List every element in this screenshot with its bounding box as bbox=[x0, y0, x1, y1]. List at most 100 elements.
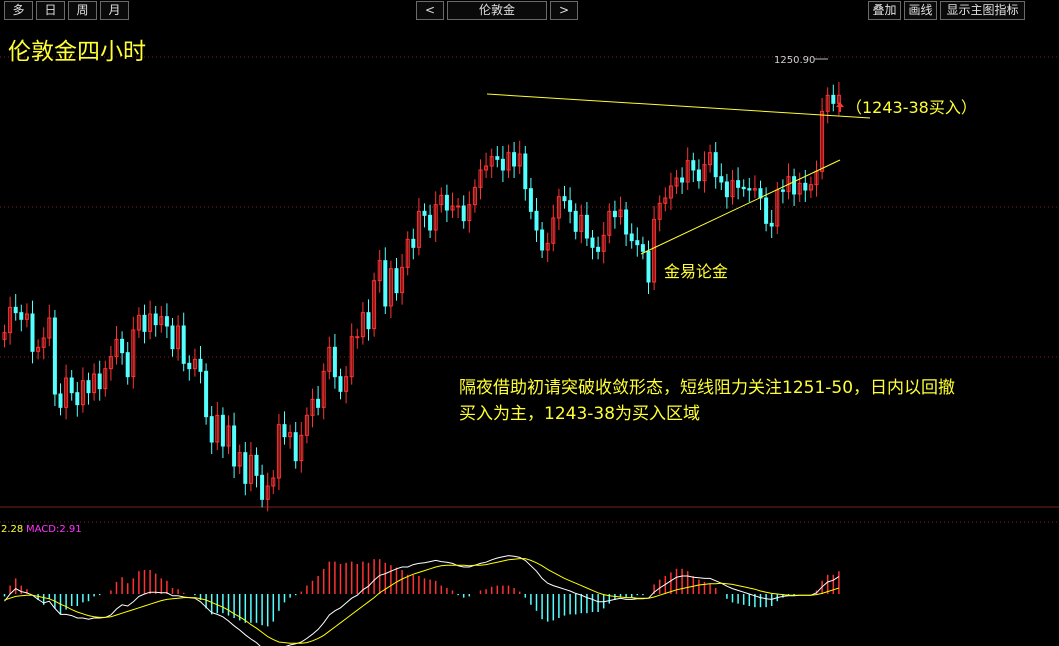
candle-body bbox=[338, 376, 343, 392]
trendlines bbox=[486, 58, 871, 255]
candle-body bbox=[584, 214, 589, 239]
draw-line-button[interactable]: 画线 bbox=[904, 1, 937, 20]
candle-body bbox=[724, 181, 729, 198]
candle-body bbox=[400, 266, 405, 294]
candle-body bbox=[204, 370, 209, 418]
candle-body bbox=[248, 454, 253, 484]
candle-body bbox=[422, 210, 427, 216]
candle-body bbox=[36, 346, 41, 352]
candle-body bbox=[629, 233, 634, 242]
candle-body bbox=[377, 260, 382, 282]
candle-body bbox=[30, 313, 35, 352]
candle-body bbox=[344, 376, 349, 392]
candle-body bbox=[713, 152, 718, 178]
candle-body bbox=[148, 313, 153, 332]
candle-body bbox=[41, 337, 46, 348]
candle-body bbox=[512, 152, 517, 167]
candle-body bbox=[383, 260, 388, 307]
candle-body bbox=[360, 312, 365, 338]
candle-body bbox=[97, 373, 102, 390]
next-symbol-button[interactable]: > bbox=[550, 1, 578, 20]
candle-body bbox=[797, 182, 802, 195]
candle-body bbox=[428, 214, 433, 231]
candle-body bbox=[456, 205, 461, 208]
candle-body bbox=[282, 424, 287, 438]
chart-title: 伦敦金四小时 bbox=[8, 39, 146, 65]
period-day-button[interactable]: 日 bbox=[36, 1, 65, 20]
candle-body bbox=[13, 306, 18, 314]
candle-body bbox=[708, 152, 713, 166]
candle-body bbox=[657, 202, 662, 220]
candle-body bbox=[192, 358, 197, 370]
candle-body bbox=[355, 336, 360, 339]
candle-body bbox=[260, 474, 265, 500]
candle-body bbox=[674, 177, 679, 187]
show-main-indicator-button[interactable]: 显示主图指标 bbox=[940, 1, 1025, 20]
candle-body bbox=[52, 317, 57, 395]
candle-body bbox=[702, 164, 707, 182]
candle-body bbox=[75, 392, 80, 406]
candle-body bbox=[276, 424, 281, 479]
candle-body bbox=[450, 205, 455, 211]
prev-symbol-button[interactable]: < bbox=[416, 1, 444, 20]
candle-body bbox=[472, 186, 477, 206]
candle-body bbox=[590, 237, 595, 248]
candles bbox=[2, 82, 841, 512]
candle-body bbox=[24, 313, 29, 320]
candle-body bbox=[523, 153, 528, 190]
candle-body bbox=[663, 197, 668, 204]
candle-body bbox=[596, 246, 601, 252]
candle-body bbox=[831, 94, 836, 104]
candle-body bbox=[164, 316, 169, 327]
candle-body bbox=[304, 414, 309, 436]
candle-body bbox=[803, 182, 808, 191]
candle-body bbox=[820, 110, 825, 172]
candle-body bbox=[601, 234, 606, 252]
candle-body bbox=[366, 312, 371, 330]
candle-body bbox=[495, 156, 500, 160]
period-week-button[interactable]: 周 bbox=[68, 1, 97, 20]
candle-body bbox=[131, 329, 136, 378]
macd-dea-line bbox=[4, 558, 840, 644]
buy-zone-label: （1243-38买入） bbox=[846, 98, 977, 117]
candle-body bbox=[327, 346, 332, 372]
candle-body bbox=[187, 362, 192, 370]
candle-body bbox=[612, 210, 617, 218]
candle-body bbox=[310, 398, 315, 416]
candle-body bbox=[836, 94, 841, 104]
candle-body bbox=[562, 196, 567, 202]
candle-body bbox=[176, 325, 181, 350]
candle-body bbox=[2, 332, 7, 340]
period-month-button[interactable]: 月 bbox=[100, 1, 129, 20]
candle-body bbox=[652, 218, 657, 283]
candle-body bbox=[825, 94, 830, 112]
candle-body bbox=[388, 268, 393, 307]
chart-grid bbox=[0, 56, 1059, 523]
period-multi-button[interactable]: 多 bbox=[4, 1, 33, 20]
candle-body bbox=[215, 414, 220, 443]
candle-body bbox=[58, 393, 63, 408]
candle-body bbox=[691, 160, 696, 171]
candle-body bbox=[517, 153, 522, 167]
candle-body bbox=[220, 414, 225, 447]
overlay-button[interactable]: 叠加 bbox=[868, 1, 901, 20]
candle-body bbox=[136, 314, 141, 331]
macd-value: MACD:2.91 bbox=[26, 524, 82, 535]
candle-body bbox=[232, 425, 237, 467]
symbol-selector[interactable]: 伦敦金 bbox=[447, 1, 547, 20]
candle-body bbox=[808, 184, 813, 191]
candle-body bbox=[624, 209, 629, 235]
candle-body bbox=[769, 222, 774, 227]
candle-body bbox=[321, 370, 326, 408]
candle-body bbox=[243, 452, 248, 484]
candle-body bbox=[500, 158, 505, 171]
candle-body bbox=[607, 210, 612, 236]
candle-body bbox=[484, 165, 489, 171]
candle-body bbox=[736, 180, 741, 188]
macd-dif-value: 2.28 bbox=[1, 524, 23, 535]
candle-body bbox=[752, 188, 757, 191]
candle-body bbox=[540, 229, 545, 251]
candle-body bbox=[534, 210, 539, 231]
candle-body bbox=[730, 180, 735, 198]
